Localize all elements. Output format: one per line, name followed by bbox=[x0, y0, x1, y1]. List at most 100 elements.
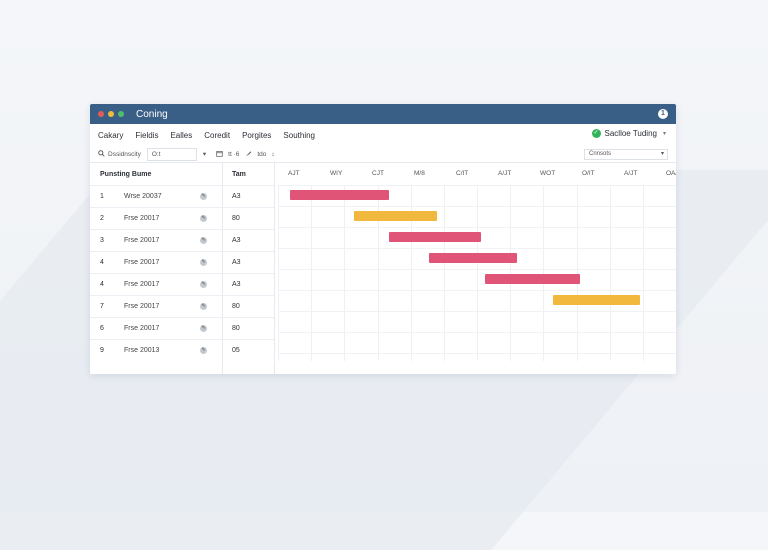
menu-item-coredit[interactable]: Coredit bbox=[204, 130, 231, 140]
brush-icon[interactable] bbox=[245, 150, 252, 159]
view-select-value: Cnnsots bbox=[589, 151, 612, 157]
name-column-header[interactable]: Punsting Bume bbox=[100, 170, 152, 178]
row-name: Frse 20017 bbox=[124, 259, 160, 266]
timeline-month-label: O/IT bbox=[582, 170, 595, 177]
grid-line bbox=[642, 185, 644, 361]
gantt-bar[interactable] bbox=[389, 232, 481, 242]
team-cell-row: 80 bbox=[222, 317, 274, 339]
grid-line bbox=[576, 185, 578, 361]
status-label: Saclloe Tuding bbox=[604, 129, 657, 138]
info-icon[interactable]: ✎ bbox=[200, 325, 207, 332]
team-column-header[interactable]: Tam bbox=[232, 170, 246, 178]
row-number: 4 bbox=[100, 259, 104, 266]
row-name: Frse 20017 bbox=[124, 325, 160, 332]
chevron-down-icon: ▾ bbox=[662, 131, 666, 137]
grid-line bbox=[609, 185, 611, 361]
info-icon[interactable]: ✎ bbox=[200, 347, 207, 354]
menu-item-cakary[interactable]: Cakary bbox=[98, 130, 124, 140]
chevron-down-icon: ▾ bbox=[660, 151, 664, 157]
menu-item-porgites[interactable]: Porgites bbox=[242, 130, 272, 140]
settings-tool-label[interactable]: tdo bbox=[257, 150, 267, 158]
timeline-month-label: WIY bbox=[330, 170, 343, 177]
timeline: AJT WIY CJT M/8 C/IT A/JT WOT O/IT A/JT OA/P bbox=[278, 163, 676, 374]
row-number: 7 bbox=[100, 303, 104, 310]
row-name: Wrse 20037 bbox=[124, 193, 162, 200]
timeline-body bbox=[278, 185, 676, 374]
row-number: 1 bbox=[100, 193, 104, 200]
row-number: 9 bbox=[100, 347, 104, 354]
search-box[interactable]: Dssidnscity bbox=[98, 149, 141, 159]
table-row[interactable]: 6 Frse 20017 ✎ bbox=[90, 317, 222, 339]
menu-bar: Cakary Fieldis Ealles Coredit Porgites S… bbox=[90, 124, 676, 146]
info-icon[interactable]: ✎ bbox=[200, 193, 207, 200]
grid-line bbox=[278, 227, 676, 228]
grid-line bbox=[410, 185, 412, 361]
grid-tool-label[interactable]: tt ·6 bbox=[228, 150, 240, 158]
row-name: Frse 20013 bbox=[124, 347, 160, 354]
team-cell-row: A3 bbox=[222, 273, 274, 295]
info-icon[interactable]: ✎ bbox=[200, 259, 207, 266]
table-row[interactable]: 9 Frse 20013 ✎ bbox=[90, 339, 222, 361]
app-window: Coning 1 Cakary Fieldis Ealles Coredit P… bbox=[90, 104, 676, 374]
team-cell: A3 bbox=[232, 259, 241, 266]
timeline-month-label: OA/P bbox=[666, 170, 676, 177]
grid-line bbox=[278, 185, 676, 186]
chevron-down-icon[interactable]: ▾ bbox=[202, 151, 207, 158]
close-window-dot[interactable] bbox=[98, 111, 104, 117]
team-cell-row: A3 bbox=[222, 229, 274, 251]
timeline-header: AJT WIY CJT M/8 C/IT A/JT WOT O/IT A/JT OA/P bbox=[278, 163, 676, 185]
gantt-bar[interactable] bbox=[484, 274, 581, 284]
table-row[interactable]: 2 Frse 20017 ✎ bbox=[90, 207, 222, 229]
grid-line bbox=[543, 185, 545, 361]
timeline-month-label: A/JT bbox=[624, 170, 638, 177]
timeline-month-label: C/IT bbox=[456, 170, 469, 177]
help-button[interactable]: 1 bbox=[658, 109, 668, 119]
table-row[interactable]: 4 Frse 20017 ✎ bbox=[90, 251, 222, 273]
menu-item-fieldis[interactable]: Fieldis bbox=[135, 130, 159, 140]
timeline-month-label: M/8 bbox=[414, 170, 425, 177]
table-row[interactable]: 4 Frse 20017 ✎ bbox=[90, 273, 222, 295]
grid-line bbox=[278, 332, 676, 333]
table-row[interactable]: 3 Frse 20017 ✎ bbox=[90, 229, 222, 251]
grid-line bbox=[477, 185, 478, 361]
grid-line bbox=[377, 185, 379, 361]
search-label: Dssidnscity bbox=[108, 150, 141, 158]
status-chip[interactable]: ✓ Saclloe Tuding ▾ bbox=[591, 129, 666, 138]
window-title: Coning bbox=[136, 108, 168, 120]
grid-line bbox=[278, 353, 676, 354]
info-icon[interactable]: ✎ bbox=[200, 303, 207, 310]
team-column: Tam A3 80 A3 A3 A3 80 80 05 bbox=[222, 163, 275, 374]
timeline-month-label: AJT bbox=[288, 170, 300, 177]
calendar-icon[interactable] bbox=[216, 150, 223, 159]
grid-line bbox=[311, 185, 313, 361]
gantt-bar[interactable] bbox=[552, 295, 641, 305]
timeline-month-label: WOT bbox=[540, 170, 556, 177]
gantt-bar[interactable] bbox=[353, 211, 438, 221]
table-row[interactable]: 1 Wrse 20037 ✎ bbox=[90, 185, 222, 207]
timeline-month-label: CJT bbox=[372, 170, 384, 177]
check-circle-icon: ✓ bbox=[591, 129, 601, 138]
grid-line bbox=[278, 248, 676, 249]
menu-item-ealles[interactable]: Ealles bbox=[170, 130, 193, 140]
info-icon[interactable]: ✎ bbox=[200, 237, 207, 244]
filter-input[interactable]: O:t bbox=[146, 147, 197, 161]
gantt-bar[interactable] bbox=[289, 190, 390, 200]
team-cell-row: 05 bbox=[222, 339, 274, 361]
menu-item-southing[interactable]: Southing bbox=[283, 130, 316, 140]
row-name: Frse 20017 bbox=[124, 303, 160, 310]
team-cell: A3 bbox=[232, 237, 241, 244]
info-icon[interactable]: ✎ bbox=[200, 281, 207, 288]
team-cell-row: 80 bbox=[222, 295, 274, 317]
team-cell-row: 80 bbox=[222, 207, 274, 229]
info-icon[interactable]: ✎ bbox=[200, 215, 207, 222]
row-name: Frse 20017 bbox=[124, 237, 160, 244]
minimize-window-dot[interactable] bbox=[108, 111, 114, 117]
row-name: Frse 20017 bbox=[124, 281, 160, 288]
team-cell: 05 bbox=[232, 347, 240, 354]
gantt-bar[interactable] bbox=[429, 253, 517, 263]
maximize-window-dot[interactable] bbox=[118, 111, 124, 117]
grid-line bbox=[278, 206, 676, 207]
stepper-icon[interactable]: ↕ bbox=[271, 150, 275, 158]
table-row[interactable]: 7 Frse 20017 ✎ bbox=[90, 295, 222, 317]
view-select[interactable]: Cnnsots ▾ bbox=[584, 149, 668, 160]
